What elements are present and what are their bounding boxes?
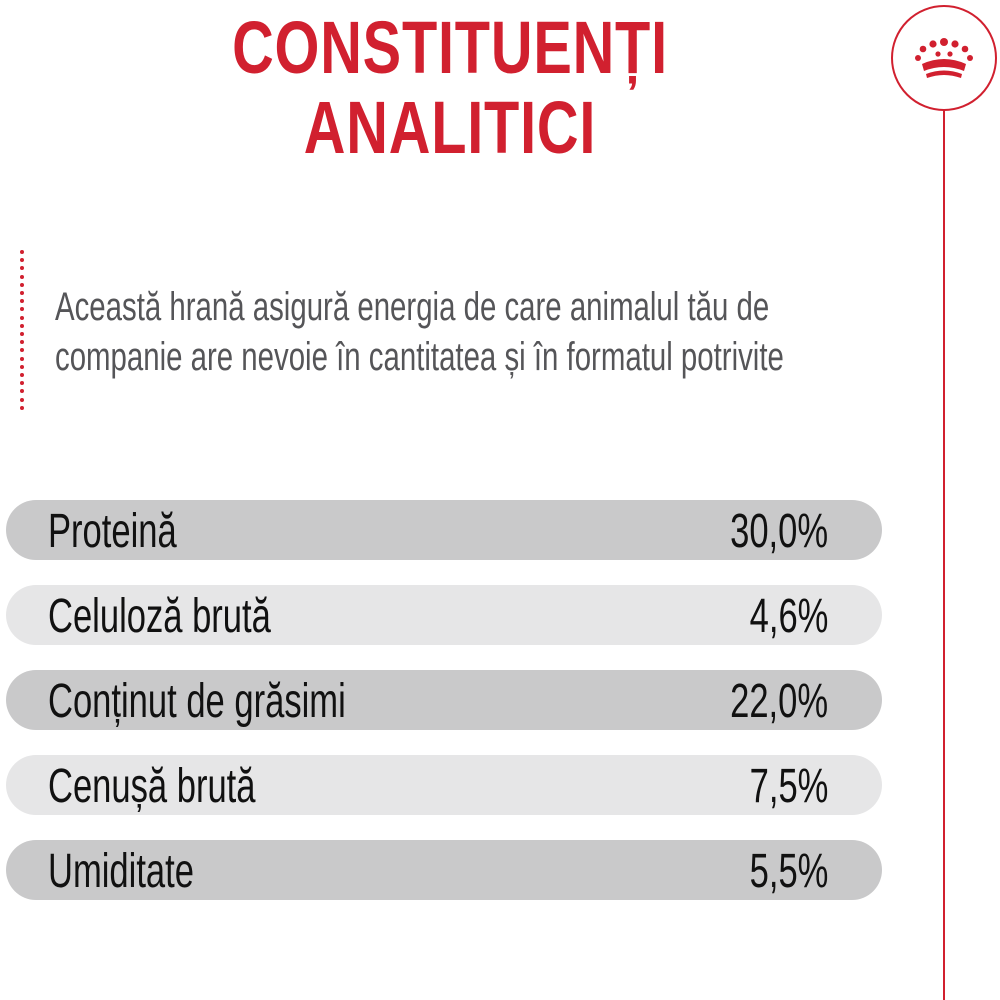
intro-text: Această hrană asigură energia de care an… <box>55 282 864 382</box>
constituent-row-protein: Proteină 30,0% <box>6 500 882 560</box>
constituent-value: 4,6% <box>749 590 828 643</box>
constituent-row-fat-content: Conținut de grăsimi 22,0% <box>6 670 882 730</box>
constituent-row-crude-fibre: Celuloză brută 4,6% <box>6 585 882 645</box>
intro-line-2: companie are nevoie în cantitatea și în … <box>55 335 784 379</box>
intro-line-1: Această hrană asigură energia de care an… <box>55 285 770 329</box>
constituent-label: Celuloză brută <box>48 590 271 643</box>
page-title-line-2: ANALITICI <box>303 86 597 169</box>
constituent-label: Proteină <box>48 505 177 558</box>
constituent-label: Cenușă brută <box>48 760 256 813</box>
constituent-label: Conținut de grăsimi <box>48 675 346 728</box>
dotted-divider <box>20 250 26 410</box>
constituents-table: Proteină 30,0% Celuloză brută 4,6% Conți… <box>6 500 882 925</box>
page-title: CONSTITUENȚI ANALITICI <box>99 8 801 168</box>
constituent-value: 22,0% <box>730 675 828 728</box>
constituent-value: 30,0% <box>730 505 828 558</box>
constituent-value: 7,5% <box>749 760 828 813</box>
constituent-row-crude-ash: Cenușă brută 7,5% <box>6 755 882 815</box>
crown-icon <box>891 5 997 111</box>
constituent-row-moisture: Umiditate 5,5% <box>6 840 882 900</box>
vertical-accent-line <box>943 110 945 1000</box>
constituent-value: 5,5% <box>749 845 828 898</box>
constituent-label: Umiditate <box>48 845 194 898</box>
page-title-line-1: CONSTITUENȚI <box>232 6 668 89</box>
